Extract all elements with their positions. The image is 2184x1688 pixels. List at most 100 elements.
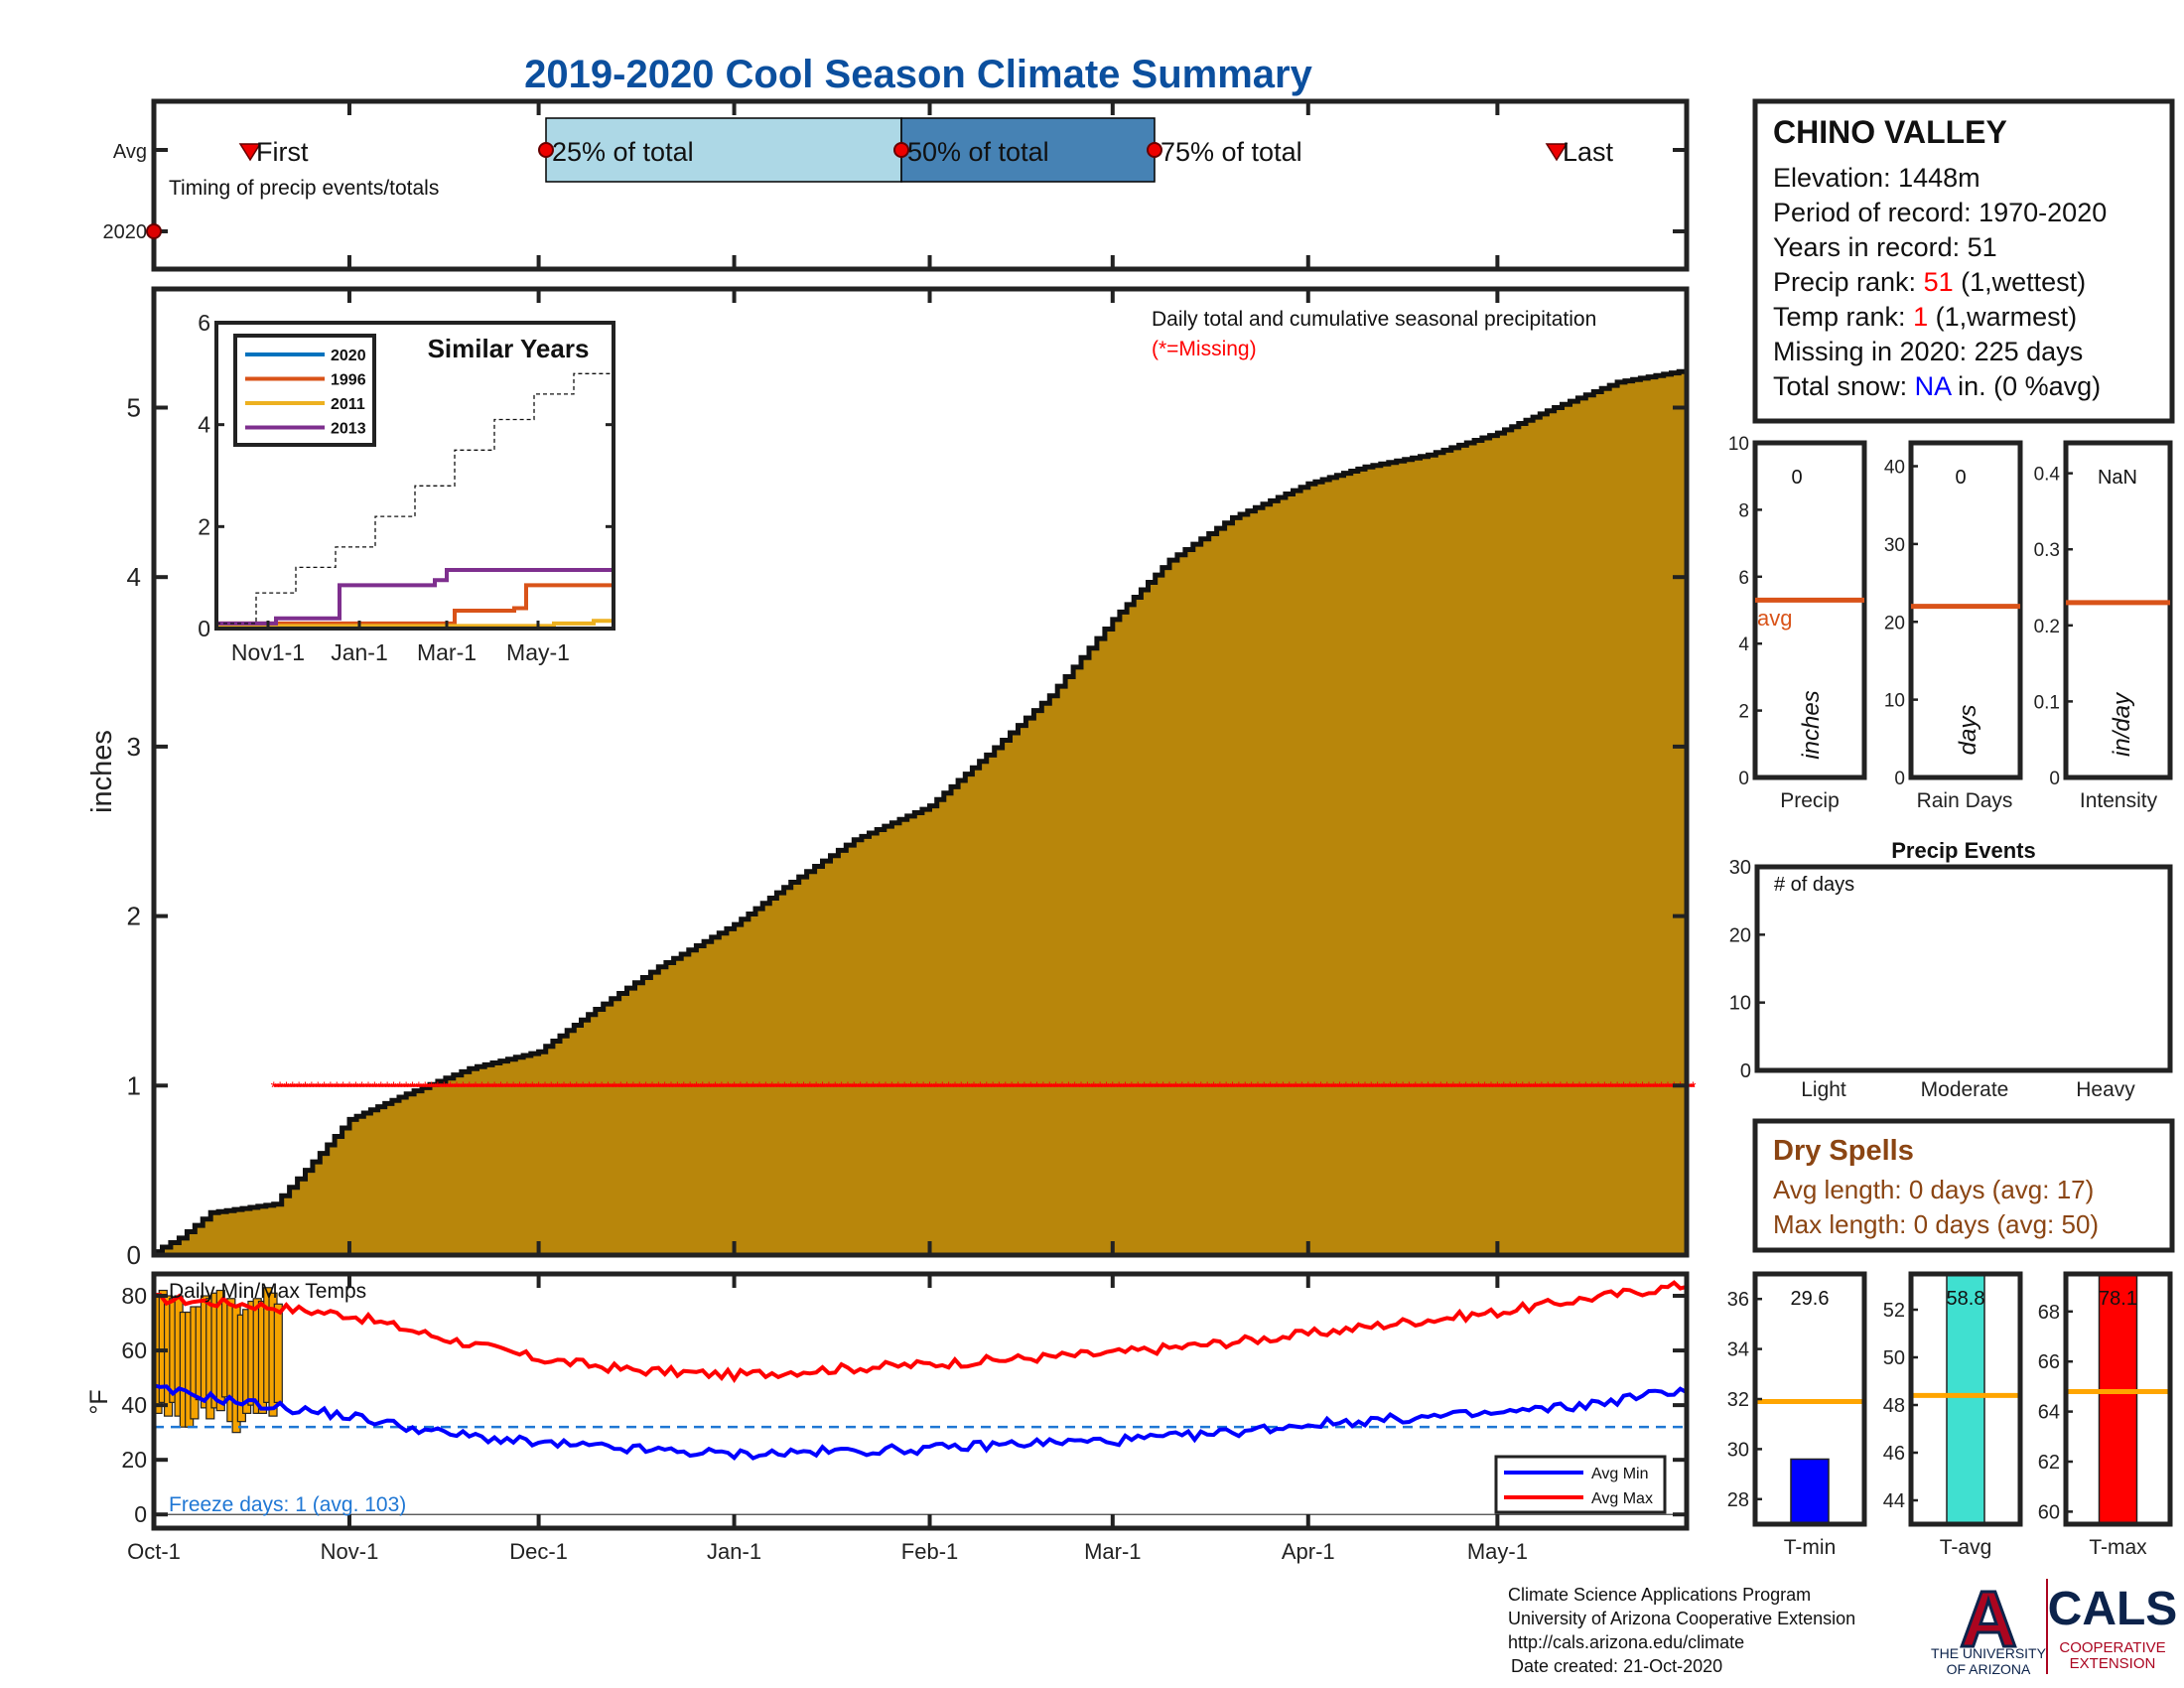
missing-marker: * — [719, 1079, 725, 1096]
missing-marker: * — [800, 1079, 806, 1096]
precip-frame — [1752, 440, 1867, 780]
missing-marker: * — [642, 1079, 648, 1096]
missing-marker: * — [952, 1079, 958, 1096]
missing-marker: * — [1678, 1079, 1684, 1096]
raindays-ytick-label: 20 — [1884, 613, 1905, 633]
missing-marker: * — [1015, 1079, 1021, 1096]
missing-marker: * — [971, 1079, 977, 1096]
precip-events-panel: Precip Events # of days 0 10 20 30 Light Mode… — [1729, 838, 2173, 1101]
missing-marker: * — [706, 1079, 712, 1096]
missing-marker: * — [1507, 1079, 1513, 1096]
tmax-ytick-label: 68 — [2038, 1302, 2060, 1324]
intensity-value: NaN — [2098, 467, 2137, 489]
missing-marker: * — [1419, 1079, 1425, 1096]
station-snow: Total snow: NA in. (0 %avg) — [1773, 371, 2101, 401]
missing-marker: * — [914, 1079, 920, 1096]
missing-marker: * — [1065, 1079, 1071, 1096]
missing-marker: * — [485, 1079, 491, 1096]
missing-marker: * — [454, 1079, 460, 1096]
missing-marker: * — [1084, 1079, 1090, 1096]
intensity-frame — [2063, 440, 2173, 780]
ua-logo-mark: A — [1960, 1575, 2017, 1663]
inset-legend-label-2020: 2020 — [331, 348, 366, 364]
events-ytick-label: 10 — [1729, 993, 1751, 1015]
missing-marker: * — [1305, 1079, 1311, 1096]
timing-frame — [151, 98, 1690, 272]
missing-marker: * — [1539, 1079, 1545, 1096]
inset-legend: 2020 1996 2011 2013 — [245, 348, 366, 438]
missing-marker: * — [977, 1079, 983, 1096]
missing-marker: * — [1003, 1079, 1009, 1096]
temp-rank-label: Temp rank: — [1773, 302, 1913, 332]
timing-last-label: Last — [1563, 137, 1614, 167]
raindays-value: 0 — [1955, 467, 1966, 489]
missing-marker: * — [1078, 1079, 1084, 1096]
missing-marker: * — [1293, 1079, 1298, 1096]
missing-marker: * — [1160, 1079, 1166, 1096]
station-frame — [1752, 98, 2175, 424]
missing-marker: * — [630, 1079, 636, 1096]
missing-marker: * — [794, 1079, 800, 1096]
precip-unit: inches — [1798, 690, 1825, 759]
missing-marker: * — [1033, 1079, 1039, 1096]
station-name: CHINO VALLEY — [1773, 114, 2007, 150]
temperature-summary-bars: 29.6 28 30 32 34 36 T-min 58.8 44 46 48 50 52 T-avg 78… — [1727, 1271, 2173, 1559]
missing-marker: * — [1210, 1079, 1216, 1096]
main-ticks — [154, 289, 1687, 1257]
missing-marker: * — [1046, 1079, 1052, 1096]
raindays-unit: days — [1955, 705, 1981, 756]
raindays-xlabel: Rain Days — [1917, 789, 2013, 812]
missing-marker: * — [448, 1079, 454, 1096]
missing-marker: * — [1204, 1079, 1210, 1096]
missing-marker: * — [1097, 1079, 1103, 1096]
missing-marker: * — [617, 1079, 623, 1096]
missing-marker: * — [1501, 1079, 1507, 1096]
cals-text: CALS — [2048, 1583, 2178, 1635]
main-ytick-label: 5 — [127, 392, 141, 422]
date-label: Mar-1 — [1084, 1539, 1141, 1564]
missing-marker: * — [1652, 1079, 1658, 1096]
missing-marker: * — [1456, 1079, 1462, 1096]
missing-marker: * — [738, 1079, 744, 1096]
missing-marker: * — [535, 1079, 541, 1096]
date-label: Feb-1 — [901, 1539, 958, 1564]
missing-marker: * — [1217, 1079, 1223, 1096]
missing-marker: * — [1009, 1079, 1015, 1096]
missing-marker: * — [1520, 1079, 1526, 1096]
precip-ytick-label: 8 — [1738, 500, 1749, 521]
missing-marker: * — [296, 1079, 302, 1096]
missing-marker: * — [864, 1079, 870, 1096]
missing-marker: * — [593, 1079, 599, 1096]
missing-marker: * — [681, 1079, 687, 1096]
raindays-ytick-label: 10 — [1884, 691, 1905, 712]
missing-marker: * — [1665, 1079, 1671, 1096]
missing-marker: * — [460, 1079, 466, 1096]
date-label: Dec-1 — [509, 1539, 568, 1564]
inset-line-1996 — [216, 583, 614, 626]
station-info-box: CHINO VALLEY Elevation: 1448m Period of … — [1752, 98, 2175, 424]
missing-marker: * — [1229, 1079, 1235, 1096]
missing-marker: * — [1040, 1079, 1046, 1096]
missing-marker: * — [491, 1079, 497, 1096]
missing-marker: * — [1494, 1079, 1500, 1096]
missing-marker: * — [1255, 1079, 1261, 1096]
missing-marker: * — [1311, 1079, 1317, 1096]
missing-marker: * — [888, 1079, 894, 1096]
temp-ticks — [154, 1274, 1687, 1528]
date-label: Nov-1 — [321, 1539, 379, 1564]
missing-marker: * — [1236, 1079, 1242, 1096]
footer-line-3: http://cals.arizona.edu/climate — [1508, 1632, 1744, 1652]
cals-sub-2: EXTENSION — [2070, 1655, 2156, 1672]
missing-marker: * — [1589, 1079, 1595, 1096]
missing-marker: * — [1570, 1079, 1576, 1096]
missing-marker: * — [832, 1079, 838, 1096]
missing-marker: * — [1425, 1079, 1431, 1096]
inset-xtick-label: Nov1-1 — [231, 639, 305, 665]
tavg-ytick-label: 50 — [1883, 1347, 1905, 1369]
temp-rank-value: 1 — [1913, 302, 1928, 332]
timing-q2-box — [900, 117, 1156, 183]
events-category-label: Moderate — [1921, 1078, 2009, 1101]
missing-marker: * — [1513, 1079, 1519, 1096]
temp-ytick-label: 20 — [121, 1447, 147, 1473]
missing-marker: * — [1274, 1079, 1280, 1096]
